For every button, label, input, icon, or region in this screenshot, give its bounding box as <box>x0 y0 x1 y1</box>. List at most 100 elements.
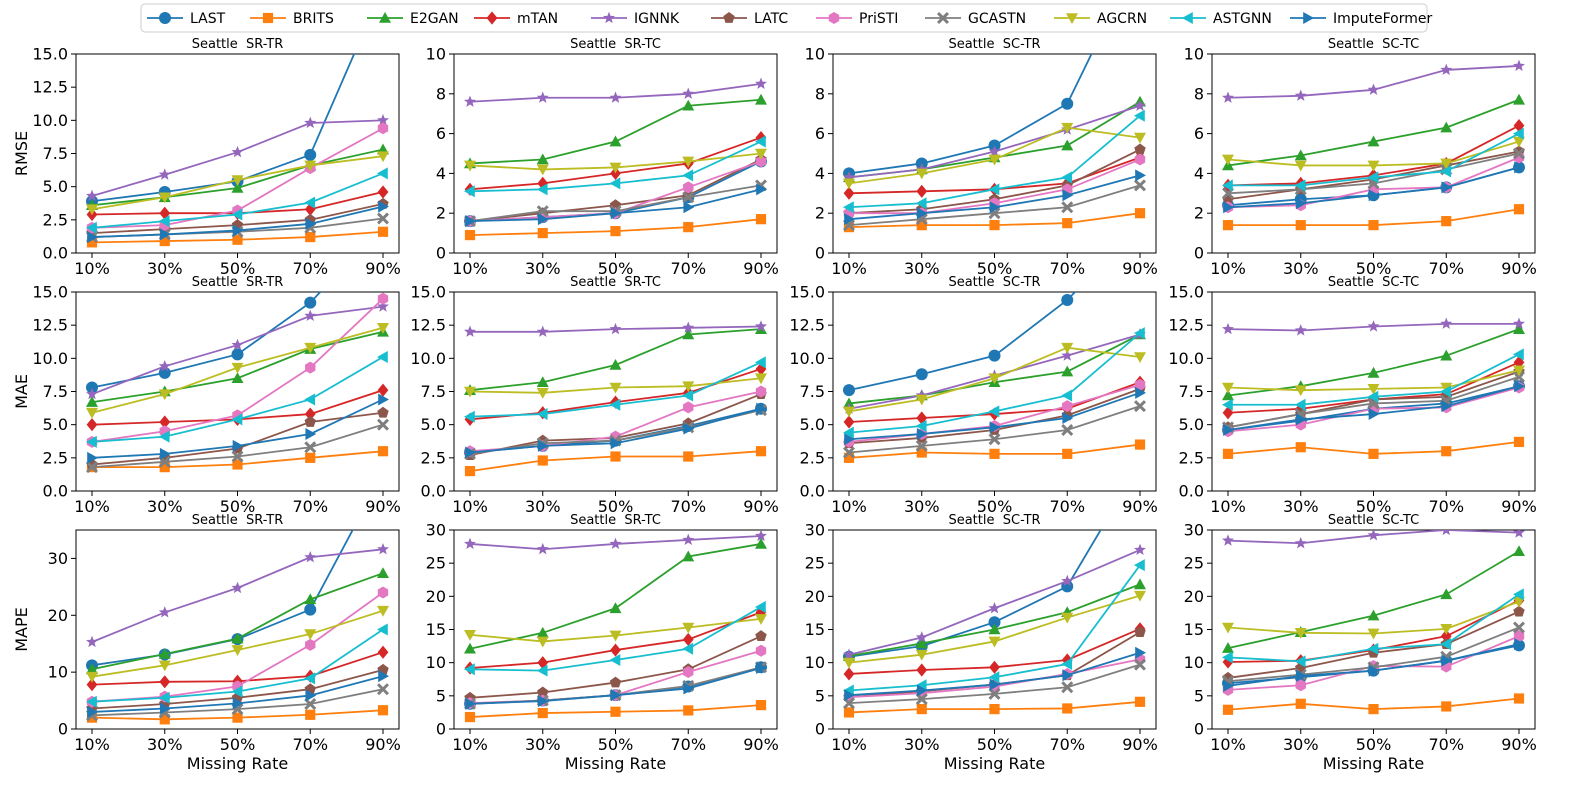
data-point <box>231 338 244 351</box>
data-point <box>755 385 767 398</box>
data-point <box>304 672 316 685</box>
data-point <box>536 91 549 103</box>
data-point <box>1135 169 1146 182</box>
series-imputeformer <box>465 183 767 228</box>
x-tick-label: 70% <box>670 259 706 278</box>
series-gcastn <box>843 400 1146 459</box>
legend-label: BRITS <box>293 11 334 27</box>
data-point <box>377 623 388 636</box>
x-tick-label: 30% <box>904 497 940 516</box>
x-tick-label: 70% <box>1049 259 1085 278</box>
data-point <box>1368 448 1379 459</box>
data-point <box>158 389 171 401</box>
y-tick-label: 7.5 <box>43 144 68 163</box>
data-point <box>988 601 1001 614</box>
legend-marker <box>159 12 171 24</box>
data-point <box>988 145 1001 157</box>
series-ignnk <box>86 543 389 648</box>
data-point <box>1441 446 1452 457</box>
x-tick-label: 10% <box>452 735 488 754</box>
data-point <box>537 695 549 708</box>
legend-entry: GCASTN <box>925 11 1026 27</box>
data-point <box>86 396 98 407</box>
subplot-title: Seattle SC-TR <box>948 513 1040 528</box>
plot-area <box>464 530 767 723</box>
y-tick-label: 8 <box>815 84 825 103</box>
data-point <box>158 430 170 443</box>
data-point <box>1062 448 1073 459</box>
data-point <box>609 135 622 147</box>
y-tick-label: 8 <box>436 84 446 103</box>
data-point <box>1294 536 1307 549</box>
data-point <box>1134 132 1146 144</box>
plot-area <box>464 77 767 241</box>
series-ignnk <box>843 543 1146 660</box>
legend-entry: ASTGNN <box>1170 11 1272 27</box>
data-point <box>844 689 855 702</box>
data-point <box>1061 574 1074 587</box>
series-last <box>843 292 1077 397</box>
data-point <box>755 700 767 711</box>
data-point <box>1294 655 1306 668</box>
data-point <box>916 220 927 231</box>
series-astgnn <box>86 167 388 234</box>
x-tick-label: 90% <box>743 735 779 754</box>
data-point <box>536 164 549 176</box>
data-point <box>988 349 1001 362</box>
data-point <box>682 642 694 655</box>
x-tick-label: 10% <box>452 497 488 516</box>
data-point <box>465 446 476 459</box>
y-tick-label: 0 <box>815 720 825 739</box>
series-brits <box>843 439 1146 463</box>
data-point <box>232 439 244 452</box>
legend-entry: LAST <box>147 11 226 27</box>
data-point <box>1513 127 1524 140</box>
series-brits <box>843 696 1146 718</box>
data-point <box>916 427 928 440</box>
data-point <box>1134 458 1146 470</box>
y-tick-label: 30 <box>426 521 446 540</box>
y-tick-label: 25 <box>1184 554 1204 573</box>
data-point <box>988 616 1001 629</box>
data-point <box>682 381 695 393</box>
data-point <box>610 706 621 717</box>
plot-area <box>843 458 1146 718</box>
data-point <box>755 537 767 549</box>
y-tick-label: 2.5 <box>421 448 446 467</box>
y-tick-label: 5.0 <box>43 415 68 434</box>
y-tick-label: 6 <box>815 124 825 143</box>
data-point <box>304 160 317 172</box>
y-tick-label: 12.5 <box>1168 316 1204 335</box>
series-imputeformer <box>87 200 389 244</box>
data-point <box>682 533 695 546</box>
data-point <box>1294 149 1307 161</box>
x-tick-label: 30% <box>147 735 183 754</box>
y-tick-label: 5 <box>436 686 446 705</box>
y-tick-label: 5.0 <box>1179 415 1204 434</box>
data-point <box>916 447 927 458</box>
data-point <box>1367 530 1380 541</box>
x-tick-label: 70% <box>1049 735 1085 754</box>
data-point <box>843 171 855 183</box>
series-brits <box>464 700 767 723</box>
series-ignnk <box>86 300 389 400</box>
data-point <box>756 402 767 415</box>
data-point <box>231 348 244 361</box>
data-point <box>1222 179 1233 192</box>
data-point <box>1367 609 1380 621</box>
data-point <box>1062 189 1074 202</box>
series-astgnn <box>1222 348 1524 411</box>
data-point <box>231 372 244 384</box>
data-point <box>1062 669 1074 682</box>
legend-entry: LATC <box>711 11 788 27</box>
y-tick-label: 7.5 <box>421 382 446 401</box>
series-ignnk <box>464 530 767 555</box>
data-point <box>158 192 171 204</box>
y-axis-label: MAE <box>12 374 31 409</box>
data-point <box>1134 658 1146 671</box>
subplot: Seattle SR-TR 0 10 20 30 10% 30% 50% 70% 90% MAPE M… <box>12 513 401 773</box>
data-point <box>1223 423 1234 436</box>
data-point <box>1061 349 1074 361</box>
data-point <box>915 368 928 381</box>
